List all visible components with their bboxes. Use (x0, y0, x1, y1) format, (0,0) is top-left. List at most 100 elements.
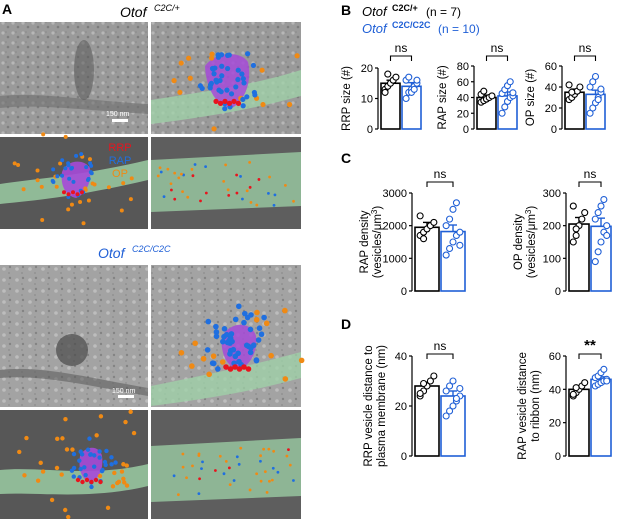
data-point (381, 88, 389, 96)
rap-vesicle (225, 52, 231, 58)
tomogram-wt-overlay (151, 22, 301, 134)
vesicle-topview (177, 176, 181, 180)
vesicle-topview (292, 199, 295, 203)
op-vesicle (66, 514, 71, 519)
data-point (569, 238, 577, 246)
rap-vesicle (224, 87, 230, 93)
y-axis-label-line2: plasma membrane (nm) (376, 345, 388, 467)
data-point (603, 222, 611, 230)
vesicle-topview (241, 197, 244, 201)
rap-vesicle (255, 337, 262, 343)
data-point (578, 215, 586, 223)
vesicle-topview (176, 493, 180, 497)
rap-vesicle (244, 314, 251, 321)
rrp-vesicle (66, 192, 71, 197)
vesicle-topview (248, 160, 252, 164)
y-axis-label: OP size (#) (525, 69, 537, 126)
data-point (501, 103, 509, 111)
data-point (594, 209, 602, 217)
data-point (452, 394, 460, 403)
rap-vesicle (223, 331, 230, 338)
data-point (446, 244, 454, 253)
rap-vesicle (66, 163, 71, 168)
op-vesicle (122, 480, 127, 485)
rrp-vesicle (75, 192, 80, 197)
vesicle-topview (197, 492, 201, 496)
data-point (442, 222, 450, 230)
op-vesicle (83, 186, 88, 191)
render-ko-side (0, 409, 159, 519)
op-vesicle (17, 449, 22, 455)
rap-vesicle (213, 323, 219, 330)
legend-op: OP (112, 168, 128, 180)
op-vesicle (69, 202, 74, 207)
data-point (456, 241, 464, 249)
data-point (430, 372, 438, 380)
data-point (456, 384, 464, 393)
vesicle-topview (273, 193, 277, 197)
y-axis-label-line2: (vesicles/μm3) (524, 206, 538, 279)
vesicle-topview (158, 166, 162, 170)
op-vesicle (54, 465, 60, 471)
vesicle-topview (213, 469, 217, 472)
op-vesicle (298, 357, 305, 364)
panel-a-letter: A (2, 1, 12, 17)
data-point (572, 225, 580, 233)
legend-wt-sup: C2C/+ (392, 3, 418, 13)
data-point (597, 238, 605, 246)
vesicle-topview (235, 455, 239, 459)
y-tick-label: 10 (361, 94, 373, 106)
op-vesicle (121, 462, 126, 467)
render-ko-top (151, 410, 301, 519)
op-vesicle (253, 316, 260, 323)
rap-vesicle (100, 467, 105, 473)
op-vesicle (260, 101, 266, 108)
vesicle-topview (173, 171, 177, 175)
op-vesicle (62, 507, 68, 513)
vesicle-topview (239, 446, 243, 450)
op-vesicle (124, 463, 129, 468)
vesicle-topview (191, 464, 194, 468)
op-vesicle (86, 198, 91, 203)
data-point (572, 231, 580, 240)
op-vesicle (58, 161, 63, 166)
significance-bracket (389, 55, 413, 61)
bar-wt (568, 388, 590, 457)
data-point (572, 384, 580, 392)
legend-wt-gene: Otof (362, 4, 388, 19)
rap-vesicle (79, 152, 84, 157)
y-tick-label: 0 (401, 286, 407, 298)
op-vesicle (59, 472, 64, 477)
y-tick-label: 3000 (383, 188, 407, 200)
rrp-vesicle (226, 100, 233, 106)
rap-vesicle (66, 194, 71, 199)
panel-b-header: B Otof C2C/+ (n = 7) Otof C2C/C2C (n = 1… (341, 2, 480, 36)
rap-vesicle (77, 458, 82, 463)
rap-vesicle (208, 80, 215, 86)
y-tick-label: 0 (463, 124, 469, 136)
rap-vesicle (88, 161, 93, 166)
op-vesicle (187, 75, 193, 81)
vesicle-topview (288, 463, 292, 467)
op-vesicle (98, 414, 104, 419)
vesicle-topview (271, 466, 275, 470)
rap-vesicle (210, 360, 217, 367)
op-vesicle (94, 433, 99, 438)
significance-bracket (573, 55, 597, 61)
data-point (402, 94, 410, 103)
rap-vesicle (248, 345, 254, 351)
vesicle-topview (227, 193, 231, 197)
vesicle-topview (185, 476, 188, 480)
rap-vesicle (71, 451, 77, 457)
y-axis-label-line1: RRP vesicle distance to (363, 345, 375, 466)
rrp-vesicle (71, 190, 75, 195)
rap-vesicle (205, 318, 212, 325)
rap-vesicle (103, 462, 108, 468)
vesicle-topview (201, 460, 204, 464)
rap-vesicle (240, 96, 246, 103)
op-vesicle (128, 197, 133, 202)
rap-vesicle (220, 338, 226, 345)
rap-vesicle (211, 71, 217, 77)
op-vesicle (66, 207, 71, 212)
